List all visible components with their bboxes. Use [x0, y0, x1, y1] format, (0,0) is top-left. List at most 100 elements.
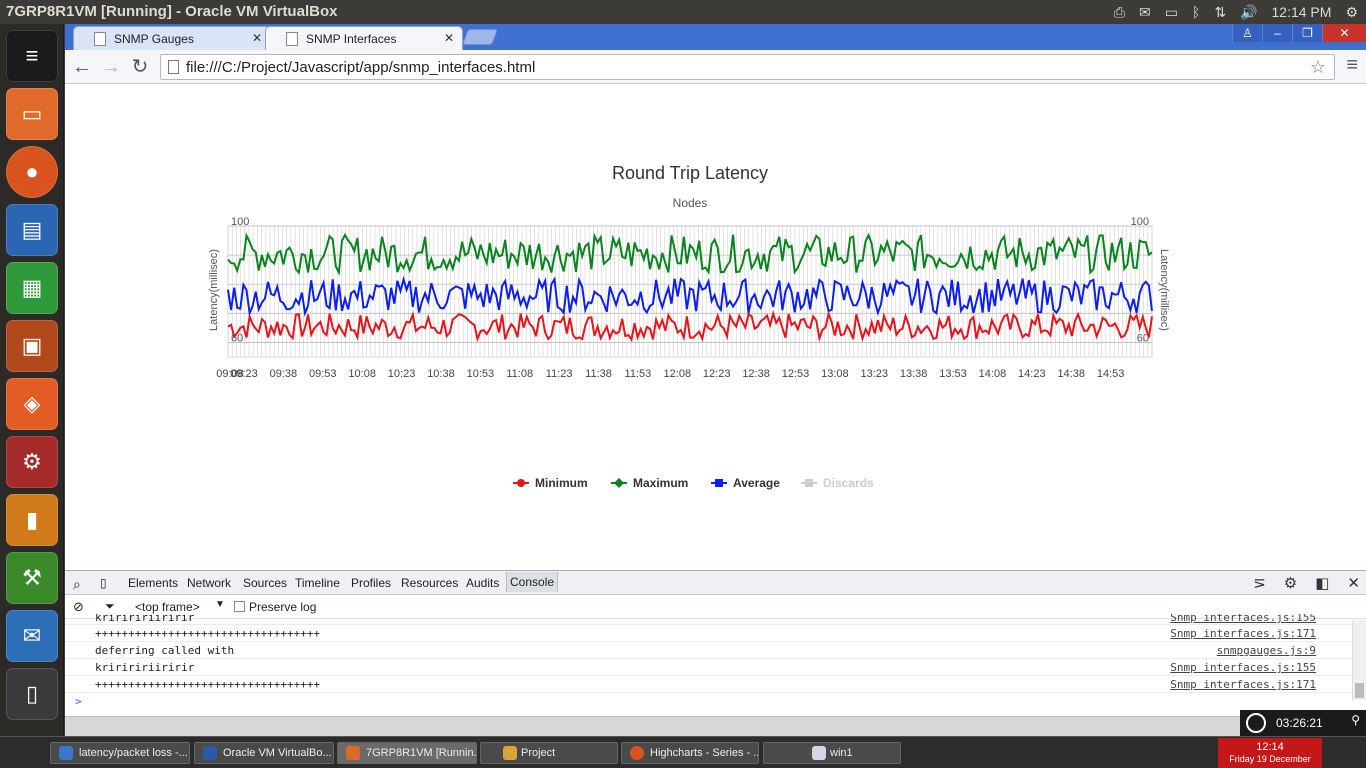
- preserve-log-checkbox[interactable]: [234, 601, 245, 612]
- x-tick-label: 10:53: [467, 368, 495, 380]
- time-widget-value: 03:26:21: [1276, 716, 1323, 730]
- console-line: ++++++++++++++++++++++++++++++++++ Snmp …: [65, 625, 1355, 642]
- devtools-tab-audits[interactable]: Audits: [466, 576, 500, 590]
- tools-icon[interactable]: ⚒: [6, 552, 58, 604]
- devtools-tab-network[interactable]: Network: [187, 576, 232, 590]
- taskbar-clock-date: Friday 19 December: [1229, 754, 1311, 764]
- devtools-tab-timeline[interactable]: Timeline: [295, 576, 340, 590]
- reload-icon[interactable]: ↻: [131, 56, 149, 78]
- printer-icon[interactable]: ⎙: [1113, 3, 1125, 20]
- page-content: Round Trip Latency Nodes 100 100 60 60 09:08…: [65, 85, 1366, 569]
- close-icon[interactable]: ✕: [443, 31, 454, 45]
- x-tick-label: 11:08: [506, 368, 533, 380]
- new-tab-button[interactable]: [462, 29, 498, 45]
- software-center-icon[interactable]: ◈: [6, 378, 58, 430]
- legend-item-maximum[interactable]: Maximum: [611, 476, 688, 490]
- console-scrollbar[interactable]: [1352, 620, 1366, 700]
- x-tick-label: 11:23: [546, 368, 573, 380]
- network-icon[interactable]: ⇅: [1214, 3, 1227, 20]
- host-taskbar: latency/packet loss -... Oracle VM Virtu…: [0, 736, 1366, 768]
- tab-snmp-gauges[interactable]: SNMP Gauges ✕: [73, 26, 271, 50]
- search-icon[interactable]: ⌕: [73, 576, 81, 592]
- clear-console-icon[interactable]: ⊘: [73, 599, 84, 614]
- console-source-link[interactable]: Snmp interfaces.js:155: [1170, 661, 1316, 674]
- series-line-minimum: [227, 310, 1153, 343]
- x-tick-label: 14:23: [1018, 368, 1046, 380]
- x-tick-label: 14:38: [1057, 368, 1085, 380]
- minimize-button[interactable]: –: [1262, 24, 1292, 42]
- impress-icon[interactable]: ▣: [6, 320, 58, 372]
- close-icon[interactable]: ✕: [1347, 575, 1360, 592]
- taskbar-item-active[interactable]: 7GRP8R1VM [Runnin...: [337, 742, 477, 764]
- taskbar-item[interactable]: win1: [763, 742, 901, 764]
- calc-icon[interactable]: ▦: [6, 262, 58, 314]
- system-clock[interactable]: 12:14 PM: [1271, 4, 1332, 20]
- window-controls: ♙ – ❐ ✕: [1232, 24, 1366, 44]
- tab-strip: SNMP Gauges ✕ SNMP Interfaces ✕ ♙ – ❐ ✕: [65, 24, 1366, 50]
- settings-gear-icon[interactable]: ⚙: [1283, 575, 1298, 592]
- mail-icon[interactable]: ✉: [1138, 3, 1151, 20]
- chevron-down-icon[interactable]: ▼: [215, 599, 225, 610]
- bookmark-star-icon[interactable]: ☆: [1309, 57, 1326, 77]
- dash-home-icon[interactable]: ≡: [6, 30, 58, 82]
- devtools-tab-profiles[interactable]: Profiles: [351, 576, 392, 590]
- thunderbird-icon[interactable]: ✉: [6, 610, 58, 662]
- close-icon[interactable]: ✕: [251, 31, 262, 45]
- console-source-link[interactable]: Snmp interfaces.js:171: [1170, 678, 1316, 691]
- firefox-icon[interactable]: ●: [6, 146, 58, 198]
- scrollbar-thumb[interactable]: [1355, 683, 1364, 698]
- devtools-tab-console[interactable]: Console: [506, 572, 559, 592]
- legend-item-average[interactable]: Average: [711, 476, 780, 490]
- close-button[interactable]: ✕: [1322, 24, 1366, 42]
- devtools-tab-elements[interactable]: Elements: [128, 576, 179, 590]
- bluetooth-icon[interactable]: ᛒ: [1191, 4, 1201, 20]
- taskbar-clock[interactable]: 12:14 Friday 19 December: [1218, 738, 1322, 768]
- legend-item-discards[interactable]: Discards: [801, 476, 874, 490]
- virtualbox-status-bar: [65, 716, 1366, 736]
- user-icon[interactable]: ♙: [1232, 24, 1262, 42]
- settings-gear-icon[interactable]: ⚙: [1345, 3, 1358, 20]
- taskbar-item[interactable]: Oracle VM VirtualBo...: [194, 742, 334, 764]
- drawer-icon[interactable]: ⋝: [1253, 575, 1266, 592]
- tab-snmp-interfaces[interactable]: SNMP Interfaces ✕: [265, 26, 463, 50]
- restore-button[interactable]: ❐: [1292, 24, 1322, 42]
- taskbar-item[interactable]: Project: [480, 742, 618, 764]
- x-tick-label: 09:23: [230, 368, 258, 380]
- frame-select[interactable]: <top frame>: [135, 600, 200, 614]
- x-tick-label: 13:23: [860, 368, 888, 380]
- console-source-link[interactable]: Snmp interfaces.js:155: [1170, 614, 1316, 624]
- legend-marker: [517, 479, 525, 487]
- console-prompt[interactable]: >: [65, 693, 1355, 706]
- console-source-link[interactable]: Snmp interfaces.js:171: [1170, 627, 1316, 640]
- taskbar-item[interactable]: Highcharts - Series - ...: [621, 742, 759, 764]
- files-folder-icon[interactable]: ▭: [6, 88, 58, 140]
- back-arrow-icon[interactable]: ←: [72, 56, 92, 78]
- devtools-tab-bar: ⌕ ▯ Elements Network Sources Timeline Pr…: [65, 571, 1366, 595]
- browser-toolbar: ← → ↻ file:///C:/Project/Javascript/app/…: [65, 50, 1366, 84]
- dock-icon[interactable]: ◧: [1315, 575, 1330, 592]
- menu-icon[interactable]: ≡: [1346, 54, 1358, 76]
- folder-icon: [503, 746, 517, 760]
- filter-icon[interactable]: ⏷: [105, 599, 115, 613]
- page-icon: [286, 32, 298, 46]
- trash-icon[interactable]: ▯: [6, 668, 58, 720]
- pin-icon[interactable]: ⚲: [1351, 713, 1360, 727]
- taskbar-item[interactable]: latency/packet loss -...: [50, 742, 190, 764]
- battery-icon[interactable]: ▭: [1164, 3, 1178, 20]
- x-tick-label: 12:08: [664, 368, 692, 380]
- console-source-link[interactable]: snmpgauges.js:9: [1216, 644, 1316, 657]
- forward-arrow-icon[interactable]: →: [101, 56, 121, 78]
- series-line-maximum: [227, 232, 1153, 277]
- x-tick-label: 10:38: [427, 368, 455, 380]
- devtools-tab-resources[interactable]: Resources: [401, 576, 459, 590]
- system-settings-icon[interactable]: ⚙: [6, 436, 58, 488]
- unity-launcher: ≡ ▭ ● ▤ ▦ ▣ ◈ ⚙ ▮ ⚒ ✉ ▯: [0, 24, 64, 736]
- device-mode-icon[interactable]: ▯: [100, 576, 107, 590]
- writer-icon[interactable]: ▤: [6, 204, 58, 256]
- devtools-tab-sources[interactable]: Sources: [243, 576, 288, 590]
- book-icon[interactable]: ▮: [6, 494, 58, 546]
- legend-item-minimum[interactable]: Minimum: [513, 476, 588, 490]
- vm-window-title: 7GRP8R1VM [Running] - Oracle VM VirtualB…: [6, 3, 338, 20]
- address-bar[interactable]: file:///C:/Project/Javascript/app/snmp_i…: [160, 54, 1335, 80]
- volume-icon[interactable]: 🔊: [1240, 3, 1258, 20]
